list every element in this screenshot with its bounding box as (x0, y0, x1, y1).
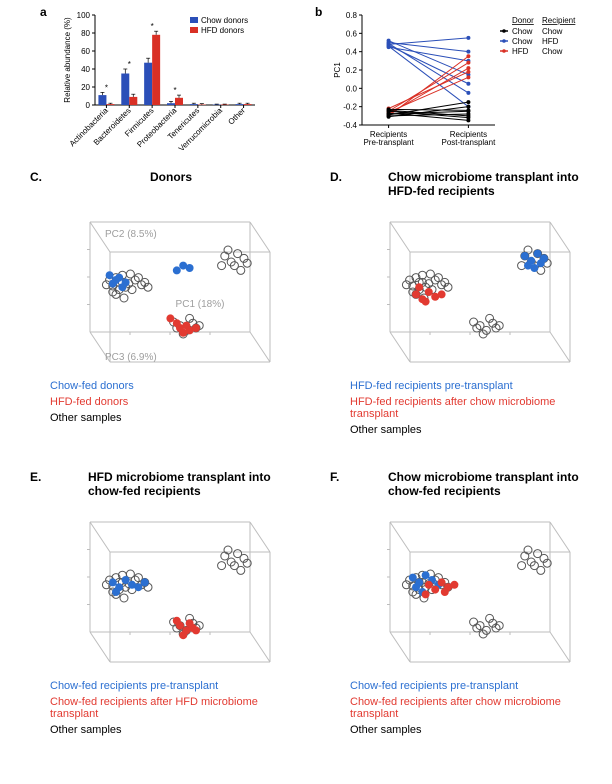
legend-line: HFD-fed donors (50, 396, 300, 408)
svg-text:*: * (105, 83, 108, 92)
svg-text:0: 0 (86, 101, 91, 110)
svg-text:Chow: Chow (542, 47, 563, 56)
svg-text:PC3 (6.9%): PC3 (6.9%) (105, 352, 157, 363)
panel-e-label: E. (30, 470, 41, 484)
legend-line: Chow-fed recipients after chow microbiom… (350, 696, 600, 720)
svg-text:60: 60 (81, 47, 90, 56)
svg-text:80: 80 (81, 29, 90, 38)
svg-text:Post-transplant: Post-transplant (441, 138, 496, 147)
panel-f-label: F. (330, 470, 339, 484)
legend-line: Other samples (50, 412, 300, 424)
panel-c-label: C. (30, 170, 42, 184)
legend-line: Other samples (350, 424, 600, 436)
legend-line: Chow-fed recipients pre-transplant (350, 680, 600, 692)
svg-text:0.4: 0.4 (346, 48, 358, 57)
svg-text:Chow: Chow (512, 37, 533, 46)
panel-a: a 020406080100Relative abundance (%)*Act… (60, 10, 260, 150)
figure-page: a 0 20 40 60 80 100 Relative abundance (%) * Act… (0, 0, 612, 784)
panel-a-label: a (40, 5, 47, 19)
svg-text:*: * (128, 60, 131, 69)
legend-line: Other samples (350, 724, 600, 736)
legend-line: Chow-fed donors (50, 380, 300, 392)
pca-scatter (350, 502, 580, 672)
svg-text:-0.4: -0.4 (343, 121, 357, 130)
svg-text:HFD donors: HFD donors (201, 26, 244, 35)
svg-text:20: 20 (81, 83, 90, 92)
panel-d-legend: HFD-fed recipients pre-transplant HFD-fed… (350, 380, 610, 440)
svg-text:Pre-transplant: Pre-transplant (363, 138, 414, 147)
panel-e-legend: Chow-fed recipients pre-transplant Chow-f… (50, 680, 310, 740)
svg-text:0.2: 0.2 (346, 66, 358, 75)
svg-text:*: * (151, 22, 154, 31)
svg-text:*: * (173, 86, 176, 95)
svg-text:PC1 (18%): PC1 (18%) (176, 299, 225, 310)
svg-text:Chow: Chow (512, 27, 533, 36)
panel-c-legend: Chow-fed donors HFD-fed donors Other sampl… (50, 380, 310, 428)
pca-scatter (350, 202, 580, 372)
svg-text:0.8: 0.8 (346, 11, 358, 20)
panel-f-title: Chow microbiome transplant into chow-fed… (388, 470, 608, 498)
svg-text:Donor: Donor (512, 16, 534, 25)
svg-text:0.0: 0.0 (346, 84, 358, 93)
svg-text:40: 40 (81, 65, 90, 74)
legend-line: HFD-fed recipients pre-transplant (350, 380, 600, 392)
legend-line: HFD-fed recipients after chow microbiome… (350, 396, 600, 420)
svg-text:-0.2: -0.2 (343, 103, 357, 112)
panel-e-title: HFD microbiome transplant into chow-fed … (88, 470, 308, 498)
svg-text:Recipient: Recipient (542, 16, 576, 25)
legend-line: Chow-fed recipients pre-transplant (50, 680, 300, 692)
pca-scatter (50, 502, 280, 672)
svg-text:Actinobacteria: Actinobacteria (68, 106, 111, 149)
svg-text:PC1: PC1 (333, 62, 342, 78)
svg-text:0.6: 0.6 (346, 29, 358, 38)
svg-text:HFD: HFD (542, 37, 559, 46)
svg-text:PC2 (8.5%): PC2 (8.5%) (105, 229, 157, 240)
panel-f-legend: Chow-fed recipients pre-transplant Chow-f… (350, 680, 610, 740)
svg-text:Chow: Chow (542, 27, 563, 36)
svg-text:Chow donors: Chow donors (201, 16, 248, 25)
bar-chart: 0 20 40 60 80 100 Relative abundance (%) * Actin… (60, 10, 260, 150)
pca-scatter: PC2 (8.5%) PC1 (18%) PC3 (6.9%) (50, 202, 280, 372)
pc1-lines-chart: -0.4-0.20.00.20.40.60.8PC1RecipientsPre-… (330, 10, 580, 150)
panel-d-label: D. (330, 170, 342, 184)
svg-text:Relative abundance (%): Relative abundance (%) (63, 17, 72, 103)
svg-text:100: 100 (77, 11, 91, 20)
panel-b-label: b (315, 5, 322, 19)
panel-b: b -0.4-0.20.00.20.40.60.8PC1RecipientsPr… (330, 10, 580, 150)
svg-text:HFD: HFD (512, 47, 529, 56)
legend-line: Chow-fed recipients after HFD microbiome… (50, 696, 300, 720)
panel-d-title: Chow microbiome transplant into HFD-fed … (388, 170, 608, 198)
svg-text:Other: Other (226, 106, 247, 127)
legend-line: Other samples (50, 724, 300, 736)
